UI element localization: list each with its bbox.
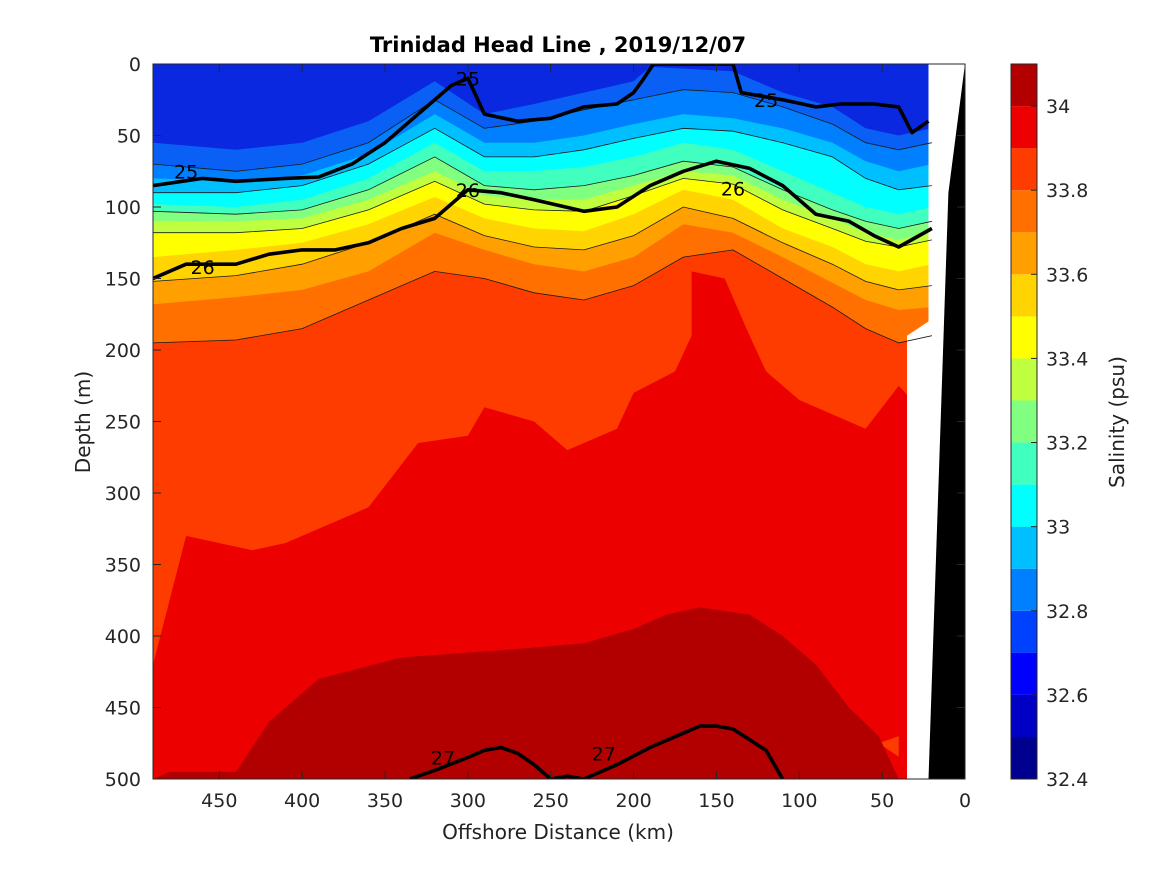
colorbar-swatch [1011,568,1037,611]
colorbar-swatch [1011,316,1037,359]
isopycnal-26 [153,159,933,281]
colorbar-swatch [1011,64,1037,107]
x-tick-label: 250 [533,790,569,812]
isopycnal-label: 25 [174,161,198,183]
x-tick-label: 300 [450,790,486,812]
thin-contour [153,177,932,248]
axes: 450 400 350 300 250 200 150 100 50 00501001502002… [105,54,971,812]
plot-area: 25 25 25 26 26 26 27 27 [153,64,965,779]
colorbar: 32.4 32.6 32.8 33 33.2 33.4 33.6 33.8 34 [1010,63,1088,791]
x-tick-label: 400 [284,790,320,812]
thin-contour [153,206,932,291]
colorbar-swatch [1011,652,1037,695]
chart-title: Trinidad Head Line , 2019/12/07 [370,33,746,57]
x-tick-label: 150 [698,790,734,812]
isopycnal-label: 25 [456,68,480,90]
colorbar-tick-label: 32.6 [1046,685,1088,707]
x-tick-label: 450 [201,790,237,812]
isopycnal-label: 27 [431,748,455,770]
x-tick-label: 100 [781,790,817,812]
x-tick-label: 50 [870,790,894,812]
colorbar-frame [1010,63,1038,780]
colorbar-tick-label: 33.4 [1046,348,1088,370]
isopycnal-label: 25 [754,90,778,112]
colorbar-tick-label: 33 [1046,517,1070,539]
salinity-band-14 [153,607,916,779]
colorbar-tick-label: 33.2 [1046,433,1088,455]
colorbar-swatch [1011,232,1037,275]
y-tick-label: 400 [105,626,141,648]
colorbar-swatch [1011,610,1037,653]
x-tick-label: 200 [615,790,651,812]
y-axis-label: Depth (m) [71,371,95,473]
isopycnal-25 [153,64,930,188]
colorbar-swatch [1011,694,1037,737]
x-tick-label: 0 [959,790,971,812]
colorbar-swatch [1011,736,1037,779]
y-tick-label: 100 [105,197,141,219]
colorbar-swatch [1011,190,1037,233]
colorbar-swatch [1011,358,1037,401]
colorbar-tick-label: 33.6 [1046,264,1088,286]
isopycnal-label: 27 [592,743,616,765]
colorbar-tick-label: 32.4 [1046,769,1088,791]
colorbar-swatch [1011,106,1037,149]
y-tick-label: 150 [105,269,141,291]
bathymetry [928,64,965,779]
colorbar-swatch [1011,442,1037,485]
thin-contour [153,249,932,344]
y-tick-label: 500 [105,769,141,791]
y-tick-label: 200 [105,340,141,362]
colorbar-swatch [1011,526,1037,569]
colorbar-tick-label: 34 [1046,96,1070,118]
colorbar-swatch [1011,400,1037,443]
colorbar-swatch [1011,484,1037,527]
y-tick-label: 300 [105,483,141,505]
isopycnal-label: 26 [721,178,745,200]
colorbar-tick-label: 33.8 [1046,180,1088,202]
y-tick-label: 350 [105,555,141,577]
y-tick-label: 50 [117,126,141,148]
colorbar-tick-label: 32.8 [1046,601,1088,623]
colorbar-label: Salinity (psu) [1105,356,1129,488]
y-tick-label: 250 [105,412,141,434]
y-tick-label: 0 [129,54,141,76]
colorbar-swatch [1011,274,1037,317]
y-tick-label: 450 [105,698,141,720]
thin-contour [153,127,932,194]
isopycnal-label: 26 [456,180,480,202]
colorbar-swatch [1011,148,1037,191]
x-axis-label: Offshore Distance (km) [442,820,674,844]
x-tick-label: 350 [367,790,403,812]
isopycnal-27 [409,724,785,779]
isopycnal-label: 26 [191,257,215,279]
thin-contour [153,156,932,229]
